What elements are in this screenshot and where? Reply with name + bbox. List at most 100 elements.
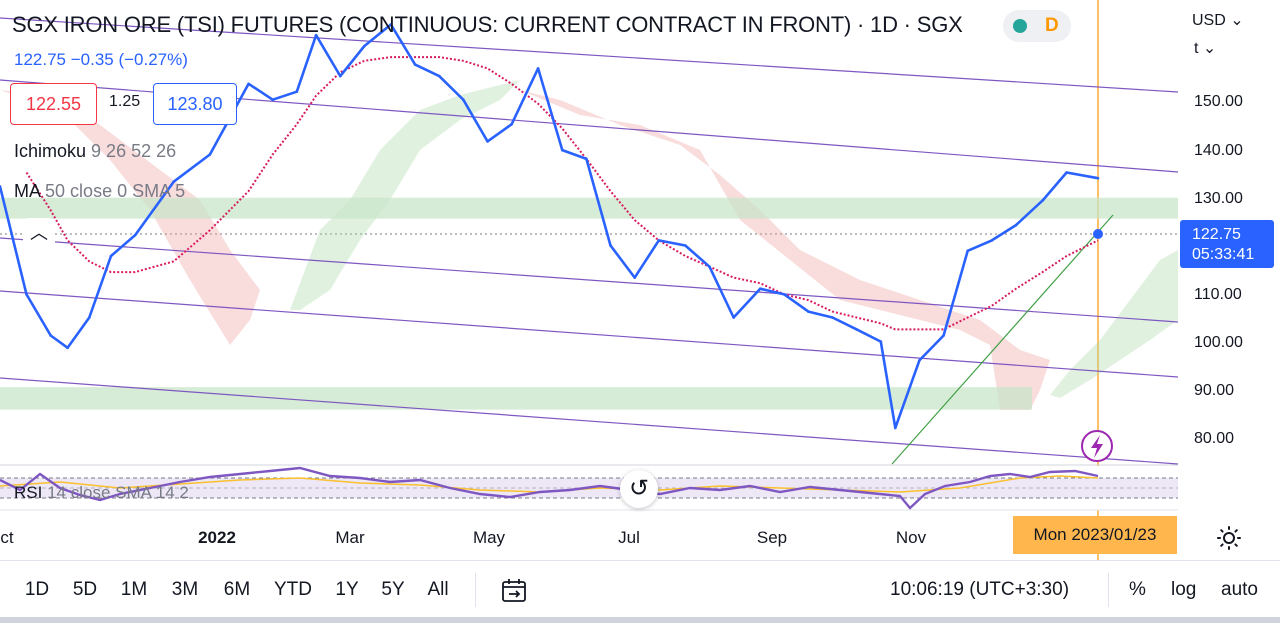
percent-scale-toggle[interactable]: %	[1129, 579, 1146, 600]
rsi-name: RSI	[14, 483, 43, 502]
x-tick: 2022	[198, 528, 236, 547]
support-zone	[0, 387, 1032, 410]
price-point	[133, 233, 137, 237]
bar-countdown: 05:33:41	[1192, 246, 1255, 263]
price-point	[1041, 199, 1044, 202]
price-point	[1065, 171, 1068, 174]
support-zones	[0, 197, 1178, 410]
theme-toggle-icon[interactable]	[1217, 526, 1241, 550]
ichimoku-legend[interactable]: Ichimoku 9 26 52 26	[14, 141, 176, 162]
clock-timezone[interactable]: 10:06:19 (UTC+3:30)	[890, 579, 1070, 600]
price-point	[783, 293, 786, 296]
delayed-data-badge: D	[1045, 15, 1059, 36]
price-point	[295, 90, 299, 93]
price-point	[486, 140, 489, 143]
timeframe-ytd[interactable]: YTD	[274, 579, 312, 600]
price-point	[918, 359, 921, 362]
ichimoku-name: Ichimoku	[14, 141, 87, 161]
price-point	[510, 123, 513, 126]
price-point	[536, 67, 540, 70]
unit-selector[interactable]: t ⌄	[1194, 38, 1216, 58]
price-point	[208, 153, 212, 156]
reset-chart-button[interactable]: ↺	[620, 470, 658, 508]
collapse-legend-button[interactable]: ︿	[23, 218, 55, 248]
ma-params: 50 close 0 SMA 5	[45, 181, 186, 201]
price-point	[413, 63, 417, 66]
x-tick: Jul	[618, 528, 640, 547]
price-point	[49, 334, 52, 337]
spread-value: 1.25	[109, 93, 141, 110]
y-tick: 130.00	[1194, 190, 1243, 207]
timeframe-1d[interactable]: 1D	[24, 579, 50, 600]
price-point	[894, 426, 897, 430]
timeframe-all[interactable]: All	[427, 579, 449, 600]
price-point	[1096, 176, 1100, 180]
ma-legend[interactable]: MA 50 close 0 SMA 5	[14, 181, 185, 202]
price-point	[172, 180, 175, 183]
price-point	[1014, 223, 1018, 227]
price-point	[109, 254, 113, 258]
price-point	[88, 316, 91, 319]
market-open-icon	[1013, 19, 1027, 33]
last-price-tag: 122.75 05:33:41	[1180, 220, 1274, 268]
timeframe-1m[interactable]: 1M	[120, 579, 148, 600]
price-point	[942, 334, 945, 337]
price-point	[758, 287, 762, 291]
price-point	[966, 249, 969, 253]
timeframe-3m[interactable]: 3M	[171, 579, 199, 600]
y-tick: 150.00	[1194, 93, 1243, 110]
lightning-icon[interactable]	[1081, 430, 1113, 462]
auto-scale-toggle[interactable]: auto	[1221, 579, 1258, 600]
timeframe-6m[interactable]: 6M	[223, 579, 251, 600]
last-price-marker	[1093, 229, 1103, 239]
trendline	[891, 214, 1114, 465]
cloud-area	[290, 80, 520, 310]
y-tick: 110.00	[1194, 286, 1242, 303]
go-to-date-icon[interactable]	[500, 577, 528, 605]
rsi-legend[interactable]: RSI 14 close SMA 14 2	[14, 483, 189, 503]
channel-line	[0, 377, 1178, 465]
cloud-area	[0, 90, 260, 345]
last-price-value: 122.75	[1192, 226, 1241, 243]
chevron-down-icon: ⌄	[1198, 40, 1217, 57]
chevron-up-icon: ︿	[30, 223, 48, 243]
x-tick: Nov	[895, 528, 927, 547]
cloud-area	[520, 90, 1050, 410]
bottom-toolbar: 1D 5D 1M 3M 6M YTD 1Y 5Y All 10:06:19 (U…	[0, 560, 1280, 623]
chart-canvas[interactable]	[0, 0, 1178, 560]
price-point	[633, 276, 636, 279]
toolbar-divider	[1108, 573, 1109, 607]
x-tick: May	[472, 528, 506, 547]
price-point	[879, 340, 883, 343]
chevron-down-icon: ⌄	[1230, 12, 1244, 29]
ma-name: MA	[14, 181, 41, 201]
price-point	[271, 98, 275, 101]
unit-label: t	[1194, 40, 1199, 57]
channel-line	[0, 17, 1178, 93]
price-point	[657, 239, 661, 242]
symbol-title[interactable]: SGX IRON ORE (TSI) FUTURES (CONTINUOUS: …	[12, 12, 963, 37]
timeframe-5d[interactable]: 5D	[72, 579, 98, 600]
currency-selector[interactable]: USD ⌄	[1192, 10, 1244, 30]
toolbar-divider	[475, 573, 476, 607]
currency-label: USD	[1192, 12, 1226, 29]
price-point	[314, 33, 318, 37]
support-zone	[0, 197, 1178, 219]
timeframe-1y[interactable]: 1Y	[335, 579, 359, 600]
price-point	[437, 74, 441, 78]
ma-line	[25, 56, 1099, 331]
buy-button[interactable]: 123.80	[153, 83, 237, 125]
price-point	[807, 310, 810, 313]
timeframe-5y[interactable]: 5Y	[381, 579, 405, 600]
sell-button[interactable]: 122.55	[10, 83, 97, 125]
log-scale-toggle[interactable]: log	[1171, 579, 1197, 600]
x-tick: Sep	[756, 528, 788, 547]
price-point	[66, 346, 69, 350]
y-tick: 80.00	[1194, 430, 1235, 447]
price-point	[0, 185, 2, 188]
channel-line	[0, 237, 1178, 323]
price-point	[25, 293, 28, 296]
market-status-badge[interactable]: D	[1003, 10, 1071, 42]
price-point	[363, 44, 366, 48]
price-change: 122.75 −0.35 (−0.27%)	[14, 50, 188, 69]
